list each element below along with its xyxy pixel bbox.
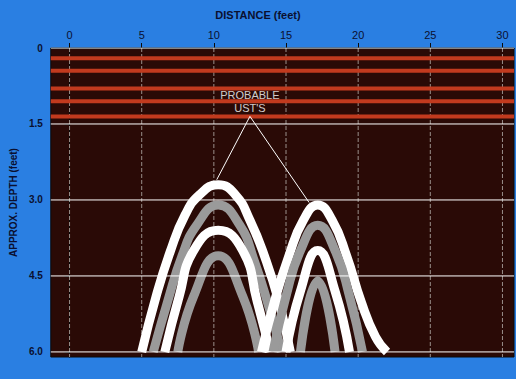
svg-text:DISTANCE (feet): DISTANCE (feet) <box>215 9 301 21</box>
svg-text:10: 10 <box>208 29 220 41</box>
svg-text:6.0: 6.0 <box>29 346 43 357</box>
svg-text:20: 20 <box>352 29 364 41</box>
svg-text:15: 15 <box>280 29 292 41</box>
svg-text:UST'S: UST'S <box>234 102 265 114</box>
svg-text:25: 25 <box>424 29 436 41</box>
svg-text:1.5: 1.5 <box>29 118 43 129</box>
svg-text:4.5: 4.5 <box>29 270 43 281</box>
svg-text:APPROX. DEPTH (feet): APPROX. DEPTH (feet) <box>8 148 19 257</box>
svg-text:3.0: 3.0 <box>29 194 43 205</box>
svg-text:5: 5 <box>139 29 145 41</box>
svg-text:0: 0 <box>66 29 72 41</box>
svg-text:30: 30 <box>496 29 508 41</box>
svg-text:0: 0 <box>37 43 43 54</box>
svg-text:PROBABLE: PROBABLE <box>220 89 279 101</box>
